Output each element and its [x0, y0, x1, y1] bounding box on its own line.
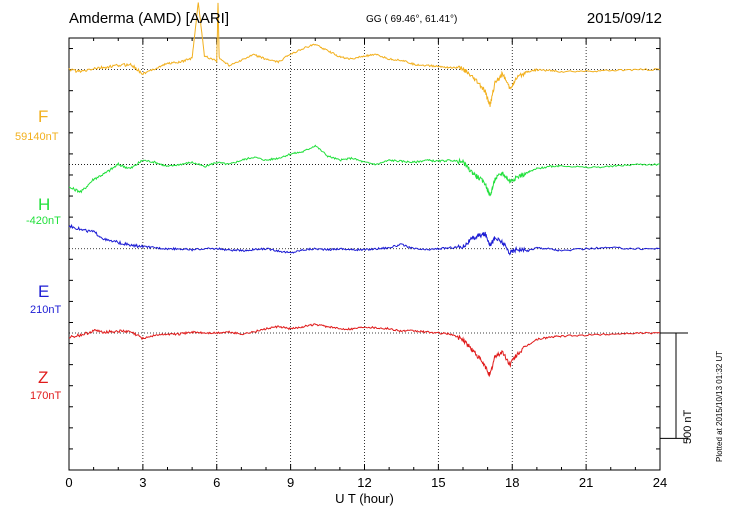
x-tick-label-21: 21 [579, 475, 593, 490]
component-label-z: Z [38, 368, 49, 387]
baseline-label-e: 210nT [30, 304, 62, 316]
date-label: 2015/09/12 [586, 10, 662, 27]
x-tick-label-9: 9 [287, 475, 294, 490]
x-tick-label-6: 6 [213, 475, 220, 490]
trace-z [68, 323, 661, 378]
component-label-e: E [38, 282, 50, 301]
plotted-timestamp: Plotted at 2015/10/13 01:32 UT [715, 350, 724, 462]
trace-e [68, 223, 661, 256]
x-axis-label: U T (hour) [335, 491, 394, 506]
x-tick-label-24: 24 [653, 475, 667, 490]
x-tick-label-15: 15 [431, 475, 445, 490]
trace-h [68, 144, 661, 197]
component-label-f: F [38, 107, 49, 126]
baseline-label-f: 59140nT [15, 131, 59, 143]
x-tick-label-0: 0 [65, 475, 72, 490]
scale-bar-label: 500 nT [682, 409, 694, 444]
component-label-h: H [38, 195, 51, 214]
x-tick-label-18: 18 [505, 475, 519, 490]
geographic-coordinates: GG ( 69.46°, 61.41°) [366, 14, 458, 25]
x-tick-label-12: 12 [357, 475, 371, 490]
x-tick-label-3: 3 [139, 475, 146, 490]
trace-f [68, 2, 661, 107]
station-title: Amderma (AMD) [AARI] [69, 10, 230, 27]
baseline-label-h: -420nT [26, 215, 61, 227]
baseline-label-z: 170nT [30, 390, 62, 402]
